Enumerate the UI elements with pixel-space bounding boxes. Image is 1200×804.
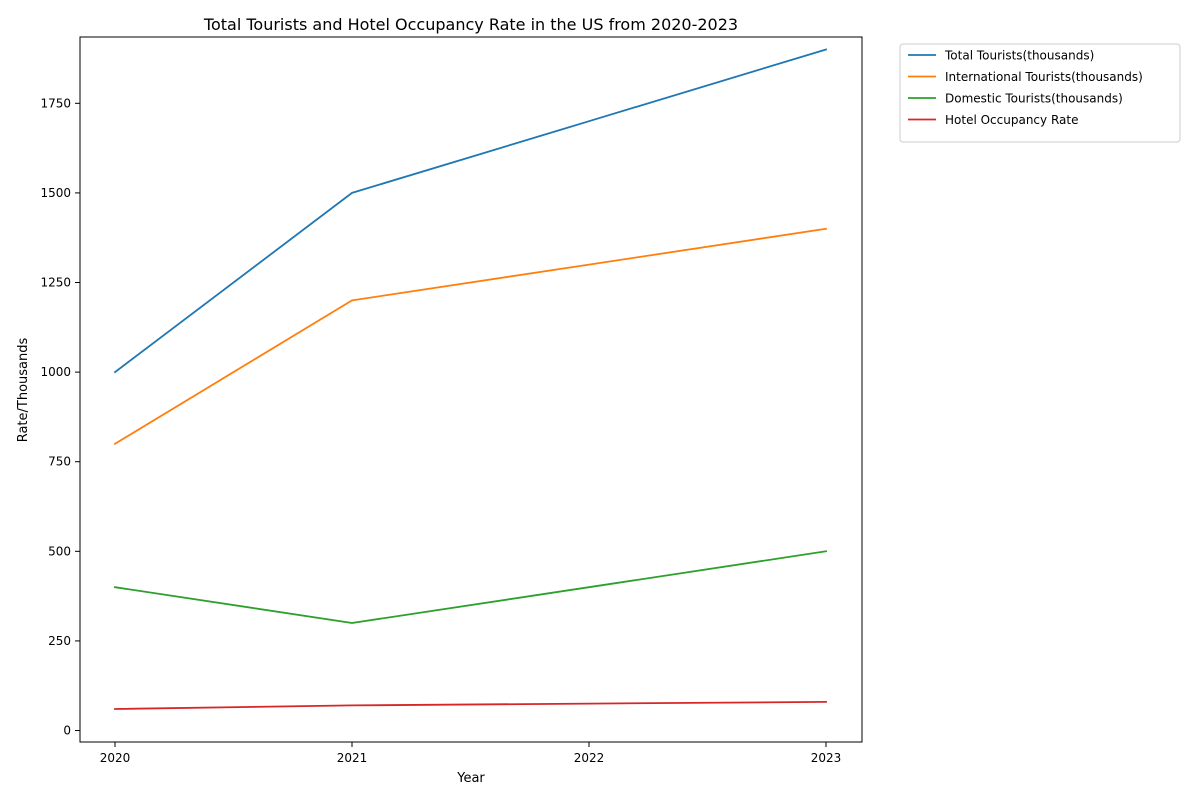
- y-tick-label: 1250: [40, 276, 71, 290]
- x-tick-label: 2023: [811, 751, 842, 765]
- y-tick-label: 1000: [40, 365, 71, 379]
- y-axis: 0 250 500 750 1000 1250 1500 1750: [40, 96, 80, 738]
- y-axis-label: Rate/Thousands: [16, 337, 31, 442]
- legend-label: Domestic Tourists(thousands): [945, 92, 1123, 106]
- plot-lines: [113, 48, 828, 710]
- x-tick-label: 2022: [574, 751, 605, 765]
- y-tick-label: 750: [48, 455, 71, 469]
- series-line: [113, 550, 828, 624]
- y-tick-label: 250: [48, 634, 71, 648]
- legend-label: Hotel Occupancy Rate: [945, 113, 1078, 127]
- legend-frame: [899, 43, 1181, 143]
- y-tick-label: 1750: [40, 96, 71, 110]
- legend-label: Total Tourists(thousands): [944, 49, 1094, 63]
- x-tick-label: 2020: [100, 751, 131, 765]
- y-tick-label: 500: [48, 544, 71, 558]
- x-axis: 2020 2021 2022 2023: [100, 742, 842, 765]
- y-tick-label: 0: [63, 724, 71, 738]
- chart-title: Total Tourists and Hotel Occupancy Rate …: [203, 15, 738, 34]
- x-tick-label: 2021: [337, 751, 368, 765]
- legend-label: International Tourists(thousands): [945, 70, 1143, 84]
- y-tick-label: 1500: [40, 186, 71, 200]
- series-line: [113, 48, 828, 374]
- series-line: [114, 700, 827, 710]
- x-axis-label: Year: [456, 771, 485, 786]
- legend: Total Tourists(thousands) International T…: [899, 43, 1181, 143]
- series-line: [113, 227, 828, 446]
- plot-frame: [79, 36, 863, 743]
